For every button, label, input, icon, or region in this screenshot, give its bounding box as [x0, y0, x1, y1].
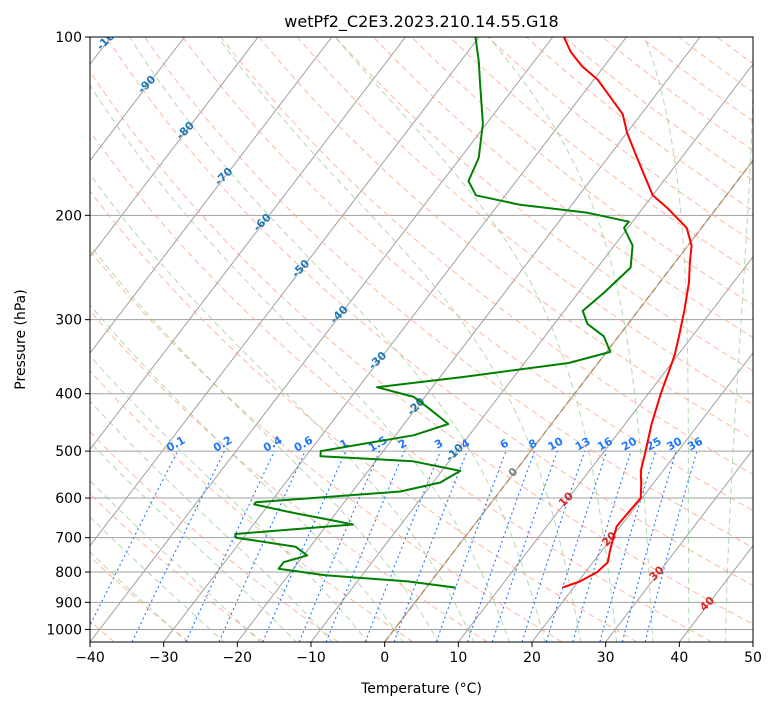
dry-adiabat-line [0, 37, 413, 642]
moist-adiabat-line [641, 27, 689, 644]
mixing-ratio-label: 8 [526, 437, 539, 452]
dry-adiabat-line [488, 37, 775, 642]
x-tick-label: −20 [223, 650, 253, 666]
isotherm-line [532, 37, 775, 642]
mixing-ratio-line [365, 451, 440, 642]
adiabat-label: -60 [251, 211, 274, 234]
dry-adiabat-line [183, 37, 775, 642]
mixing-ratio-label: 1 [338, 437, 351, 452]
adiabat-label: -30 [366, 349, 389, 372]
isotherm-line [0, 37, 405, 642]
y-tick-label: 700 [55, 531, 82, 547]
mixing-ratio-line [394, 451, 467, 642]
moist-adiabat-line [2, 27, 475, 644]
isotherm-line [679, 37, 775, 642]
adiabat-label: -100 [94, 24, 123, 53]
dry-adiabat-line [145, 37, 775, 642]
mixing-ratio-label: 6 [498, 436, 511, 451]
dry-adiabat-line [374, 37, 775, 642]
x-tick-label: 50 [744, 650, 762, 666]
mixing-ratio-line [326, 451, 404, 642]
dry-adiabat-line [679, 37, 775, 642]
y-tick-label: 200 [55, 208, 82, 224]
x-tick-label: 40 [670, 650, 688, 666]
dry-adiabat-line [0, 37, 263, 642]
temperature-profile-line [563, 37, 692, 588]
adiabat-label: -70 [212, 165, 235, 188]
isotherm-line [0, 37, 332, 642]
dry-adiabat-line [717, 37, 775, 642]
moist-adiabat-line [0, 27, 298, 644]
moist-adiabat-line [480, 27, 653, 644]
moist-adiabat-line [0, 27, 262, 644]
dewpoint-profile-line [235, 37, 632, 588]
dry-adiabat-line [335, 37, 775, 642]
x-axis-title: Temperature (°C) [360, 681, 482, 697]
y-tick-label: 300 [55, 313, 82, 329]
x-axis-ticks: −40 −30 −20 −10 0 10 20 30 40 50 [75, 642, 762, 666]
y-tick-label: 100 [55, 30, 82, 46]
dry-adiabat-line [0, 37, 488, 642]
mixing-ratio-line [492, 451, 557, 642]
dry-adiabat-line [0, 37, 338, 642]
y-tick-label: 800 [55, 565, 82, 581]
y-tick-label: 400 [55, 387, 82, 403]
x-tick-label: −30 [149, 650, 179, 666]
y-tick-label: 600 [55, 491, 82, 507]
dry-adiabat-line [526, 37, 775, 642]
x-tick-label: −40 [75, 650, 105, 666]
isotherm-line [753, 37, 775, 642]
freezing-isotherm [385, 37, 775, 642]
x-tick-label: 20 [523, 650, 541, 666]
mixing-ratio-line [468, 451, 535, 642]
dry-adiabat-line [297, 37, 775, 642]
chart-title: wetPf2_C2E3.2023.210.14.55.G18 [284, 12, 558, 32]
mixing-ratio-line [546, 451, 606, 642]
y-axis-title: Pressure (hPa) [13, 289, 29, 389]
sounding-series [235, 37, 691, 588]
mixing-ratio-line [573, 451, 631, 642]
isotherm-line [385, 37, 775, 642]
y-tick-label: 900 [55, 595, 82, 611]
y-axis-ticks: 1000 900 800 700 600 500 400 300 200 100 [46, 30, 90, 638]
adiabat-label: -80 [174, 119, 197, 142]
adiabat-label: -50 [289, 257, 312, 280]
mixing-ratio-label: 3 [432, 437, 445, 452]
isotherm-line [16, 37, 479, 642]
moist-adiabat-line [210, 27, 581, 644]
y-tick-label: 500 [55, 444, 82, 460]
moist-adiabat-line [0, 27, 369, 644]
dry-adiabat-line [641, 37, 775, 642]
y-tick-label: 1000 [46, 622, 82, 638]
dry-adiabat-line [755, 37, 775, 642]
mixing-ratio-line [299, 451, 379, 642]
x-tick-label: 0 [380, 650, 389, 666]
x-tick-label: 30 [597, 650, 615, 666]
isotherm-line [90, 37, 553, 642]
dry-adiabat-line [0, 37, 637, 642]
dry-adiabat-line [0, 37, 562, 642]
adiabat-label: -90 [135, 73, 158, 96]
x-tick-label: 10 [449, 650, 467, 666]
mixing-ratio-line [622, 451, 676, 642]
dry-adiabats [0, 37, 775, 642]
x-tick-label: −10 [296, 650, 326, 666]
